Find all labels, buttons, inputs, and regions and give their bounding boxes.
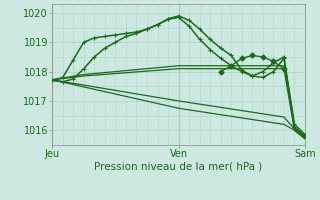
X-axis label: Pression niveau de la mer( hPa ): Pression niveau de la mer( hPa ) bbox=[94, 162, 263, 172]
